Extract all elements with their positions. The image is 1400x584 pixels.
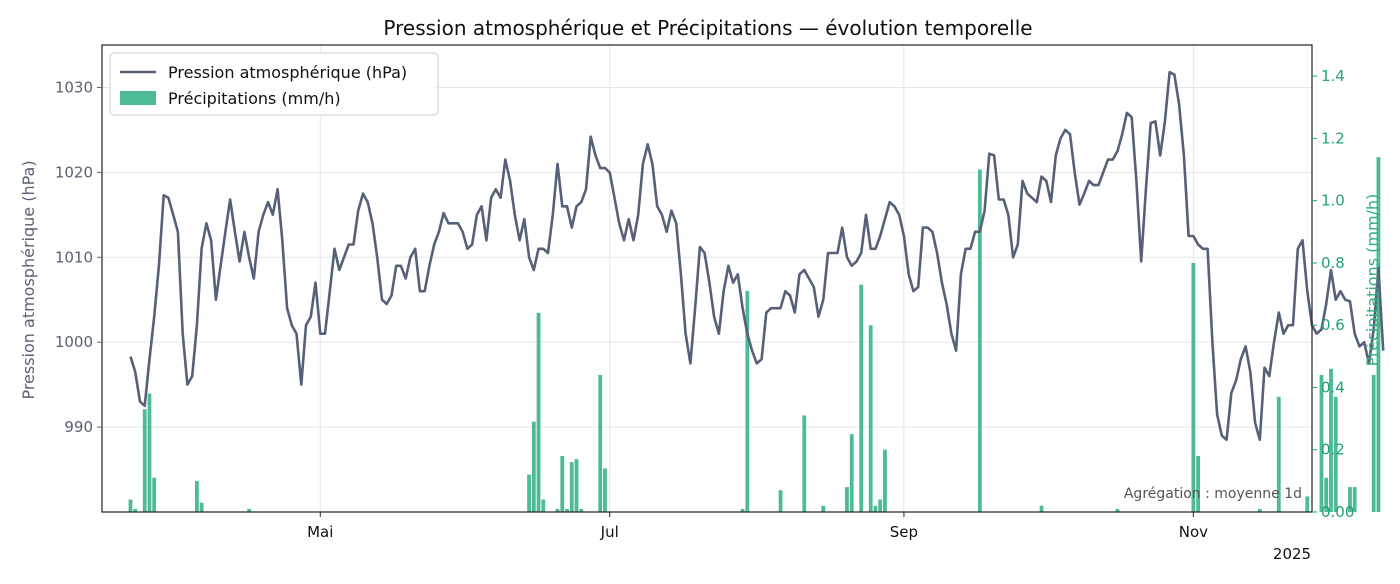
plot-frame	[101, 44, 1313, 513]
y-left-tick-label: 1010	[55, 248, 93, 266]
precip-bar	[977, 169, 982, 513]
y-right-tick-label: 1.0	[1321, 192, 1345, 210]
precip-bar	[868, 325, 873, 512]
precip-bar	[541, 499, 546, 512]
precip-bar	[527, 474, 531, 512]
precip-bar	[1191, 262, 1196, 512]
y-left-tick-label: 1000	[55, 333, 93, 351]
x-axis-ticks: Mai Jul Sep Nov	[307, 512, 1208, 541]
precip-bar	[1257, 508, 1262, 512]
precip-bar	[574, 459, 579, 512]
precipitation-bars	[128, 157, 1381, 513]
legend-precip-swatch	[120, 91, 156, 105]
precip-bar	[560, 455, 565, 512]
x-tick-label: Nov	[1179, 523, 1208, 541]
y-axis-right-label: Précipitations (mm/h)	[1363, 194, 1382, 367]
aggregation-annotation: Agrégation : moyenne 1d	[1124, 486, 1302, 502]
x-tick-label: Sep	[890, 523, 918, 541]
y-axis-right-ticks: 0.00 0.2 0.4 0.6 0.8 1.0 1.2 1.4	[1312, 67, 1354, 521]
precip-bar	[873, 505, 878, 512]
precip-bar	[878, 499, 883, 512]
y-right-tick-label: 0.2	[1321, 441, 1345, 459]
precip-bar	[147, 393, 152, 512]
precip-bar	[603, 468, 607, 512]
precip-bar	[199, 502, 204, 512]
precip-bar	[1115, 508, 1120, 512]
precip-bar	[1196, 455, 1201, 512]
precip-bar	[1319, 375, 1324, 512]
pressure-line	[129, 70, 1385, 442]
precip-bar	[569, 462, 574, 512]
precip-bar	[821, 505, 826, 512]
precip-bar	[1329, 368, 1333, 512]
y-axis-left-ticks: 990 1000 1010 1020 1030	[55, 78, 102, 436]
precip-bar	[1305, 496, 1310, 512]
precip-bar	[740, 508, 745, 512]
legend-precip-label: Précipitations (mm/h)	[168, 89, 341, 108]
precip-bar	[128, 499, 133, 512]
precip-bar	[778, 490, 783, 512]
precip-bar	[133, 508, 138, 512]
legend-box	[109, 52, 439, 116]
precip-bar	[579, 508, 584, 512]
precip-bar	[152, 477, 157, 512]
x-tick-label: Jul	[600, 523, 619, 541]
precip-bar	[565, 508, 569, 512]
precip-bar	[1039, 505, 1044, 512]
precip-bar	[195, 480, 199, 512]
precip-bar	[1276, 396, 1281, 512]
precip-bar	[536, 312, 541, 512]
precip-bar	[883, 449, 887, 512]
y-right-tick-label: 1.4	[1321, 67, 1345, 85]
precip-bar	[247, 508, 251, 512]
precip-bar	[745, 290, 750, 512]
y-axis-left-label: Pression atmosphérique (hPa)	[19, 160, 38, 399]
precip-bar	[142, 409, 147, 512]
chart-title: Pression atmosphérique et Précipitations…	[383, 16, 1032, 40]
y-right-tick-label: 0.8	[1321, 254, 1345, 272]
precip-bar	[1352, 487, 1357, 512]
legend: Pression atmosphérique (hPa) Précipitati…	[109, 52, 439, 116]
precip-bar	[1371, 375, 1376, 512]
precip-bar	[531, 421, 536, 512]
y-right-tick-label: 0.4	[1321, 378, 1345, 396]
precip-bar	[1376, 157, 1381, 512]
precip-bar	[845, 487, 849, 512]
y-left-tick-label: 1030	[55, 78, 93, 96]
y-right-tick-label: 1.2	[1321, 129, 1345, 147]
x-tick-label: Mai	[307, 523, 333, 541]
y-left-tick-label: 990	[64, 418, 93, 436]
legend-pressure-label: Pression atmosphérique (hPa)	[168, 63, 407, 82]
precip-bar	[598, 375, 603, 512]
precip-bar	[1348, 487, 1352, 512]
x-year-label: 2025	[1273, 545, 1311, 563]
y-right-tick-label: 0.00	[1321, 503, 1354, 521]
precip-bar	[849, 434, 854, 512]
y-right-tick-label: 0.6	[1321, 316, 1345, 334]
precip-bar	[1324, 477, 1329, 512]
y-left-tick-label: 1020	[55, 163, 93, 181]
precip-bar	[802, 415, 807, 512]
precip-bar	[859, 284, 864, 512]
precip-bar	[555, 508, 560, 512]
precip-bar	[1333, 396, 1338, 512]
